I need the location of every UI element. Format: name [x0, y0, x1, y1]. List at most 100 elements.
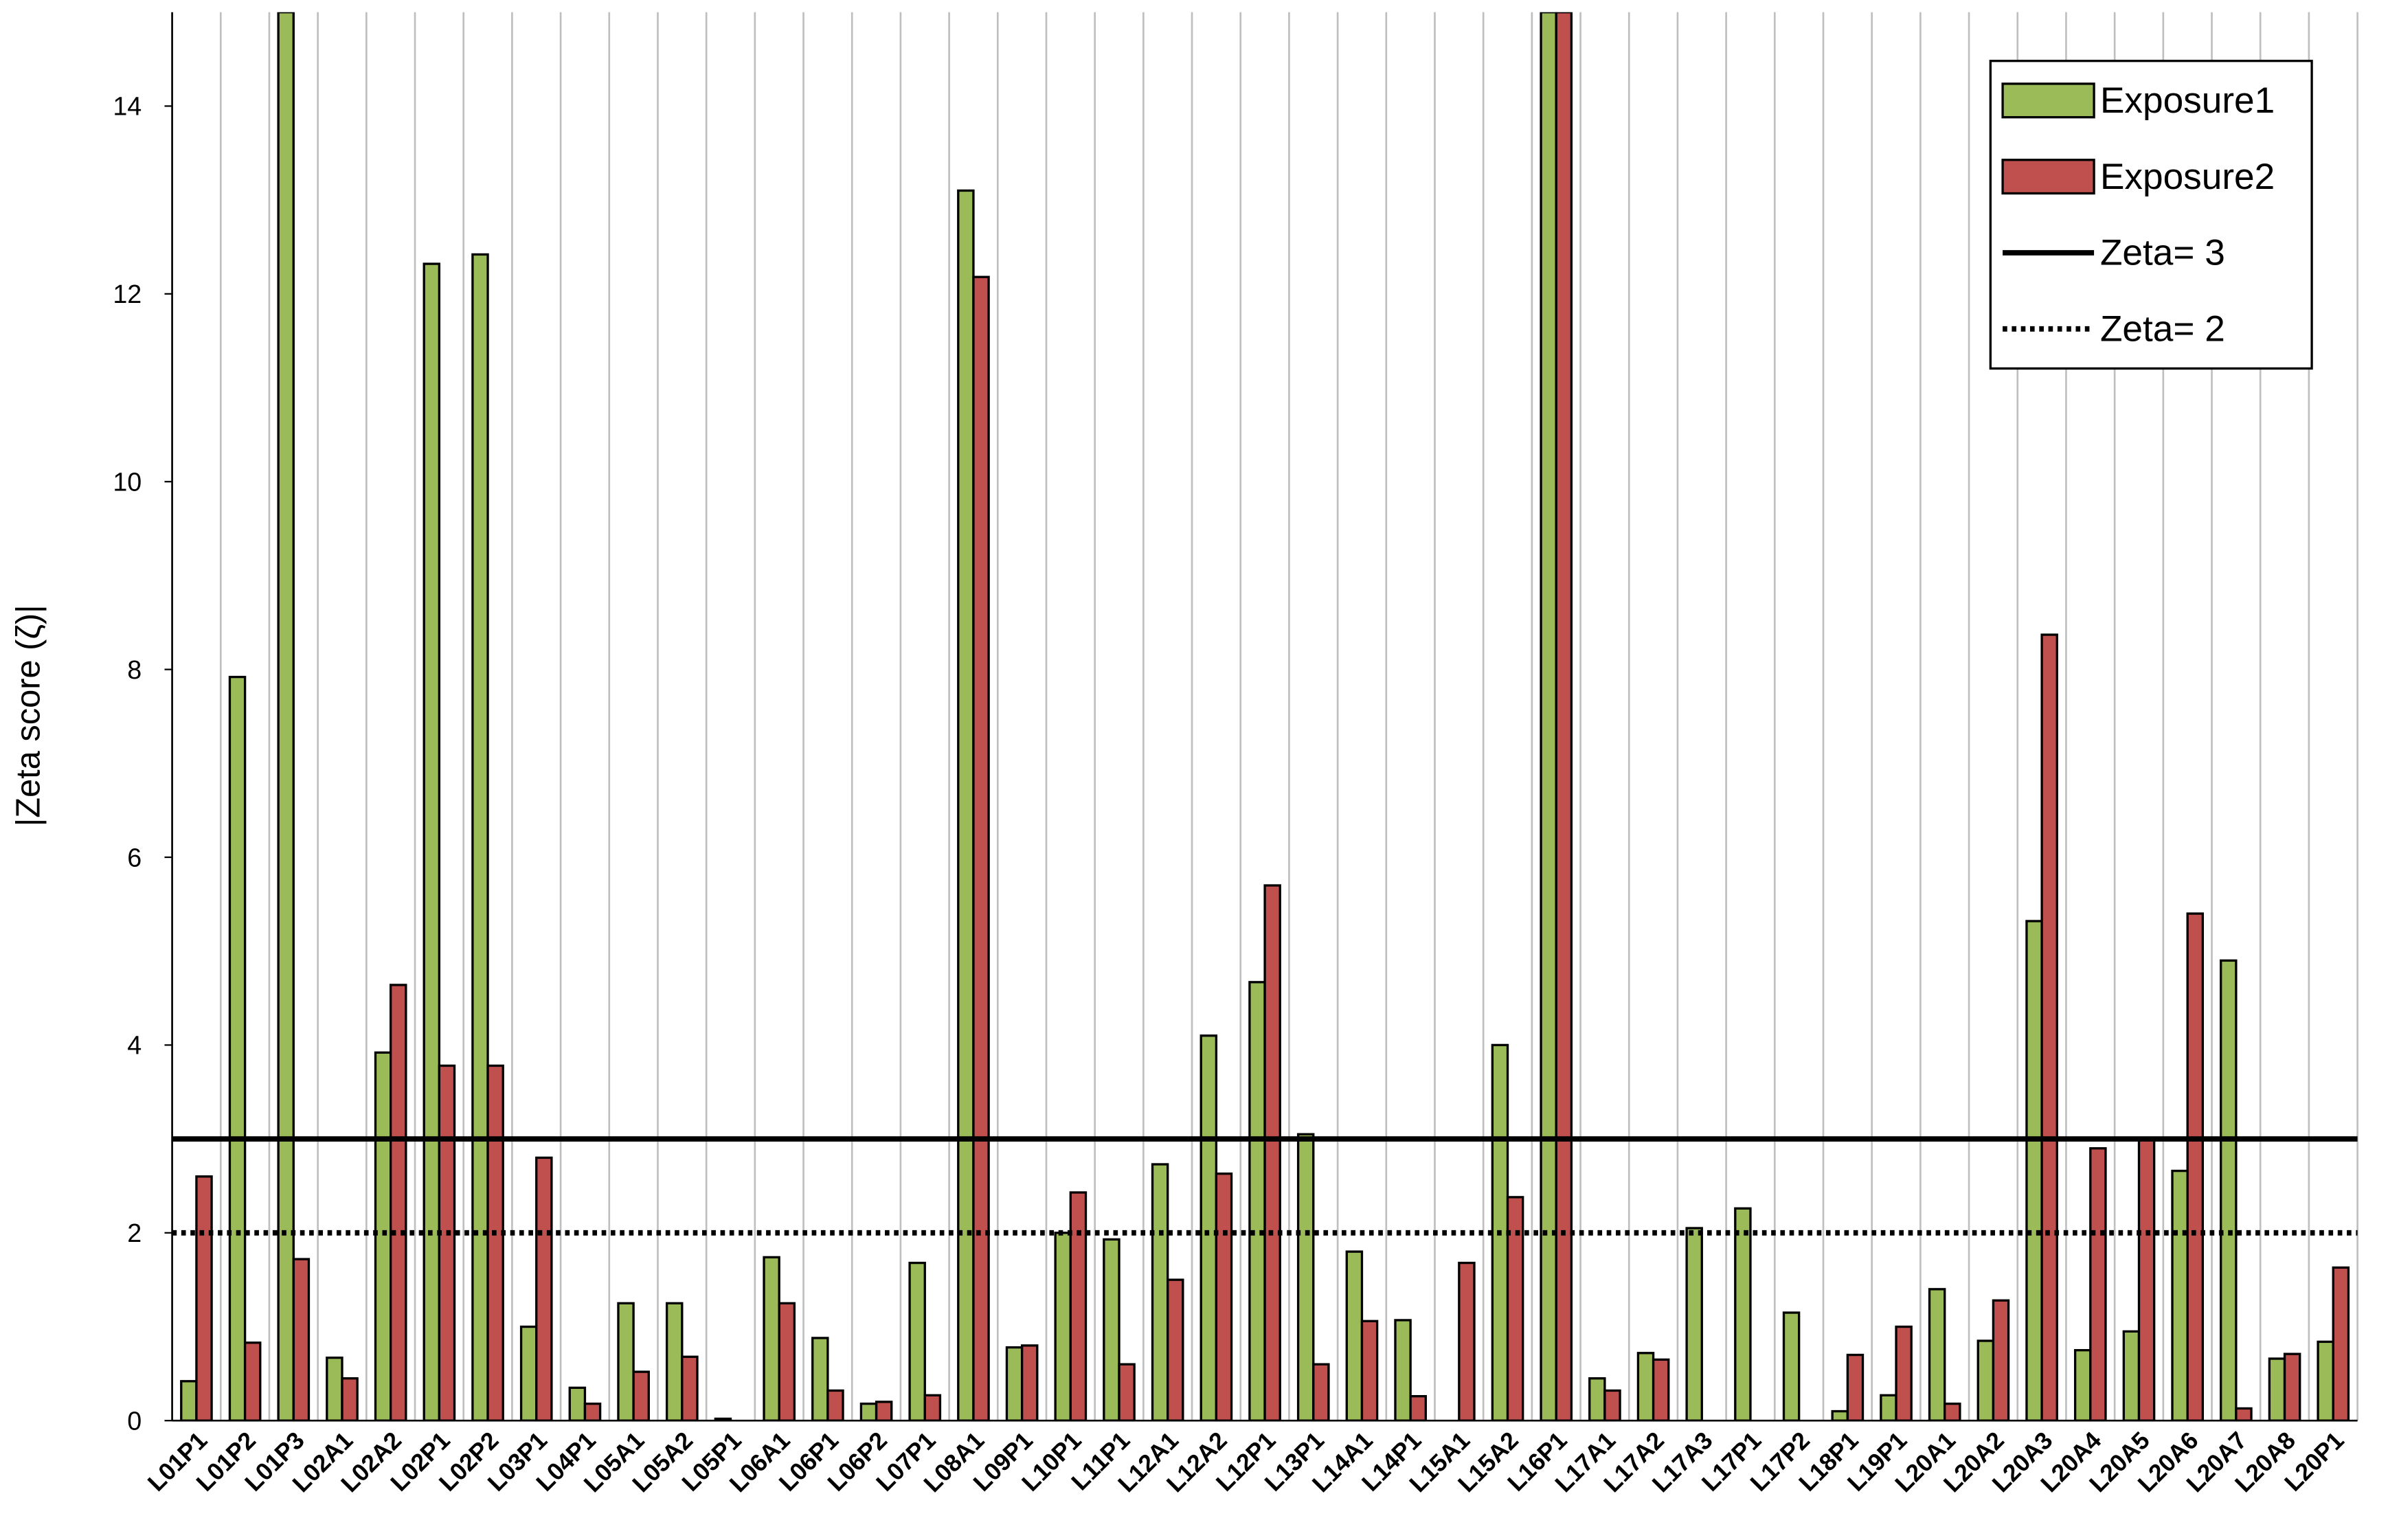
bar	[1782, 1311, 1801, 1421]
bar	[180, 1380, 198, 1421]
y-tick-label: 10	[113, 468, 142, 497]
bar	[875, 1401, 893, 1421]
bar	[2122, 1330, 2141, 1421]
bar	[2268, 1357, 2286, 1421]
bar	[1458, 1261, 1476, 1421]
bar	[1248, 981, 1266, 1421]
bar	[2235, 1407, 2253, 1421]
bar	[1151, 1163, 1169, 1421]
bar	[811, 1337, 829, 1421]
bar	[1685, 1227, 1703, 1421]
bar	[681, 1355, 699, 1421]
bar	[957, 189, 975, 1421]
bar	[1020, 1344, 1039, 1421]
bar	[1976, 1339, 1995, 1421]
bar	[2137, 1137, 2156, 1421]
bar	[1103, 1238, 1120, 1421]
bar	[583, 1402, 602, 1421]
bar	[1118, 1363, 1136, 1421]
bar	[1555, 12, 1573, 1421]
bar	[1928, 1288, 1946, 1421]
bar	[1312, 1363, 1330, 1421]
bar	[1345, 1250, 1364, 1421]
bar	[617, 1302, 635, 1421]
bar	[1652, 1358, 1670, 1421]
bar	[1199, 1034, 1218, 1421]
bar	[1636, 1352, 1655, 1421]
y-tick-label: 14	[113, 92, 142, 121]
bar	[763, 1256, 780, 1421]
bar	[2073, 1349, 2092, 1421]
bar	[1005, 1346, 1024, 1421]
bar	[1215, 1173, 1233, 1421]
legend-label: Zeta= 2	[2100, 309, 2225, 350]
bar	[1296, 1133, 1315, 1421]
bar	[1054, 1232, 1072, 1421]
y-tick-label: 2	[127, 1219, 142, 1247]
bar	[243, 1341, 262, 1421]
bar	[972, 275, 990, 1421]
bar	[568, 1386, 587, 1421]
y-tick-label: 12	[113, 280, 142, 308]
legend-swatch	[2001, 82, 2095, 119]
bar	[1167, 1278, 1184, 1421]
bar	[665, 1302, 684, 1421]
bar	[1069, 1191, 1088, 1421]
bar	[859, 1402, 878, 1421]
bar	[2332, 1266, 2350, 1421]
bar	[923, 1394, 942, 1421]
bar	[1895, 1325, 1913, 1421]
y-tick-label: 6	[127, 843, 142, 872]
bar	[2171, 1169, 2189, 1421]
bar	[1831, 1409, 1849, 1421]
legend-swatch	[2001, 159, 2095, 195]
legend-label: Exposure2	[2100, 157, 2275, 197]
bar	[374, 1051, 392, 1421]
bar	[778, 1302, 796, 1421]
y-axis-label: |Zeta score (ζ)|	[10, 604, 47, 826]
bar	[1506, 1196, 1524, 1421]
bar	[519, 1325, 538, 1421]
bar	[1360, 1320, 1379, 1421]
bar	[826, 1389, 844, 1421]
bar	[2040, 633, 2058, 1421]
bar	[2025, 920, 2043, 1421]
bar	[1880, 1394, 1897, 1421]
bar	[277, 12, 295, 1421]
legend-label: Exposure1	[2100, 80, 2275, 121]
bar	[1734, 1207, 1752, 1421]
bar	[1409, 1395, 1427, 1421]
bar	[195, 1175, 213, 1421]
bar	[1394, 1319, 1412, 1421]
bar	[341, 1377, 359, 1421]
bar	[2283, 1352, 2301, 1421]
legend-label: Zeta= 3	[2100, 233, 2225, 273]
bar	[438, 1064, 456, 1421]
y-tick-label: 8	[127, 655, 142, 684]
bar	[1540, 12, 1557, 1421]
bar	[632, 1370, 650, 1421]
bar	[535, 1156, 553, 1421]
bar	[1263, 884, 1281, 1421]
bar	[2317, 1340, 2334, 1421]
bar	[228, 675, 247, 1421]
bar	[2186, 912, 2204, 1421]
bar	[2089, 1147, 2107, 1421]
bar	[326, 1356, 343, 1421]
bars	[180, 12, 2350, 1421]
bar	[471, 253, 489, 1421]
bar	[486, 1064, 504, 1421]
bar	[292, 1258, 311, 1421]
bar	[2220, 959, 2238, 1421]
bar	[1846, 1353, 1865, 1421]
y-tick-label: 0	[127, 1407, 142, 1436]
bar	[908, 1261, 926, 1421]
y-tick-label: 4	[127, 1031, 142, 1060]
bar	[1992, 1299, 2010, 1421]
bar	[1603, 1389, 1621, 1421]
bar	[390, 984, 407, 1421]
bar	[1588, 1377, 1606, 1421]
bar	[423, 262, 441, 1421]
bar	[1944, 1402, 1961, 1421]
